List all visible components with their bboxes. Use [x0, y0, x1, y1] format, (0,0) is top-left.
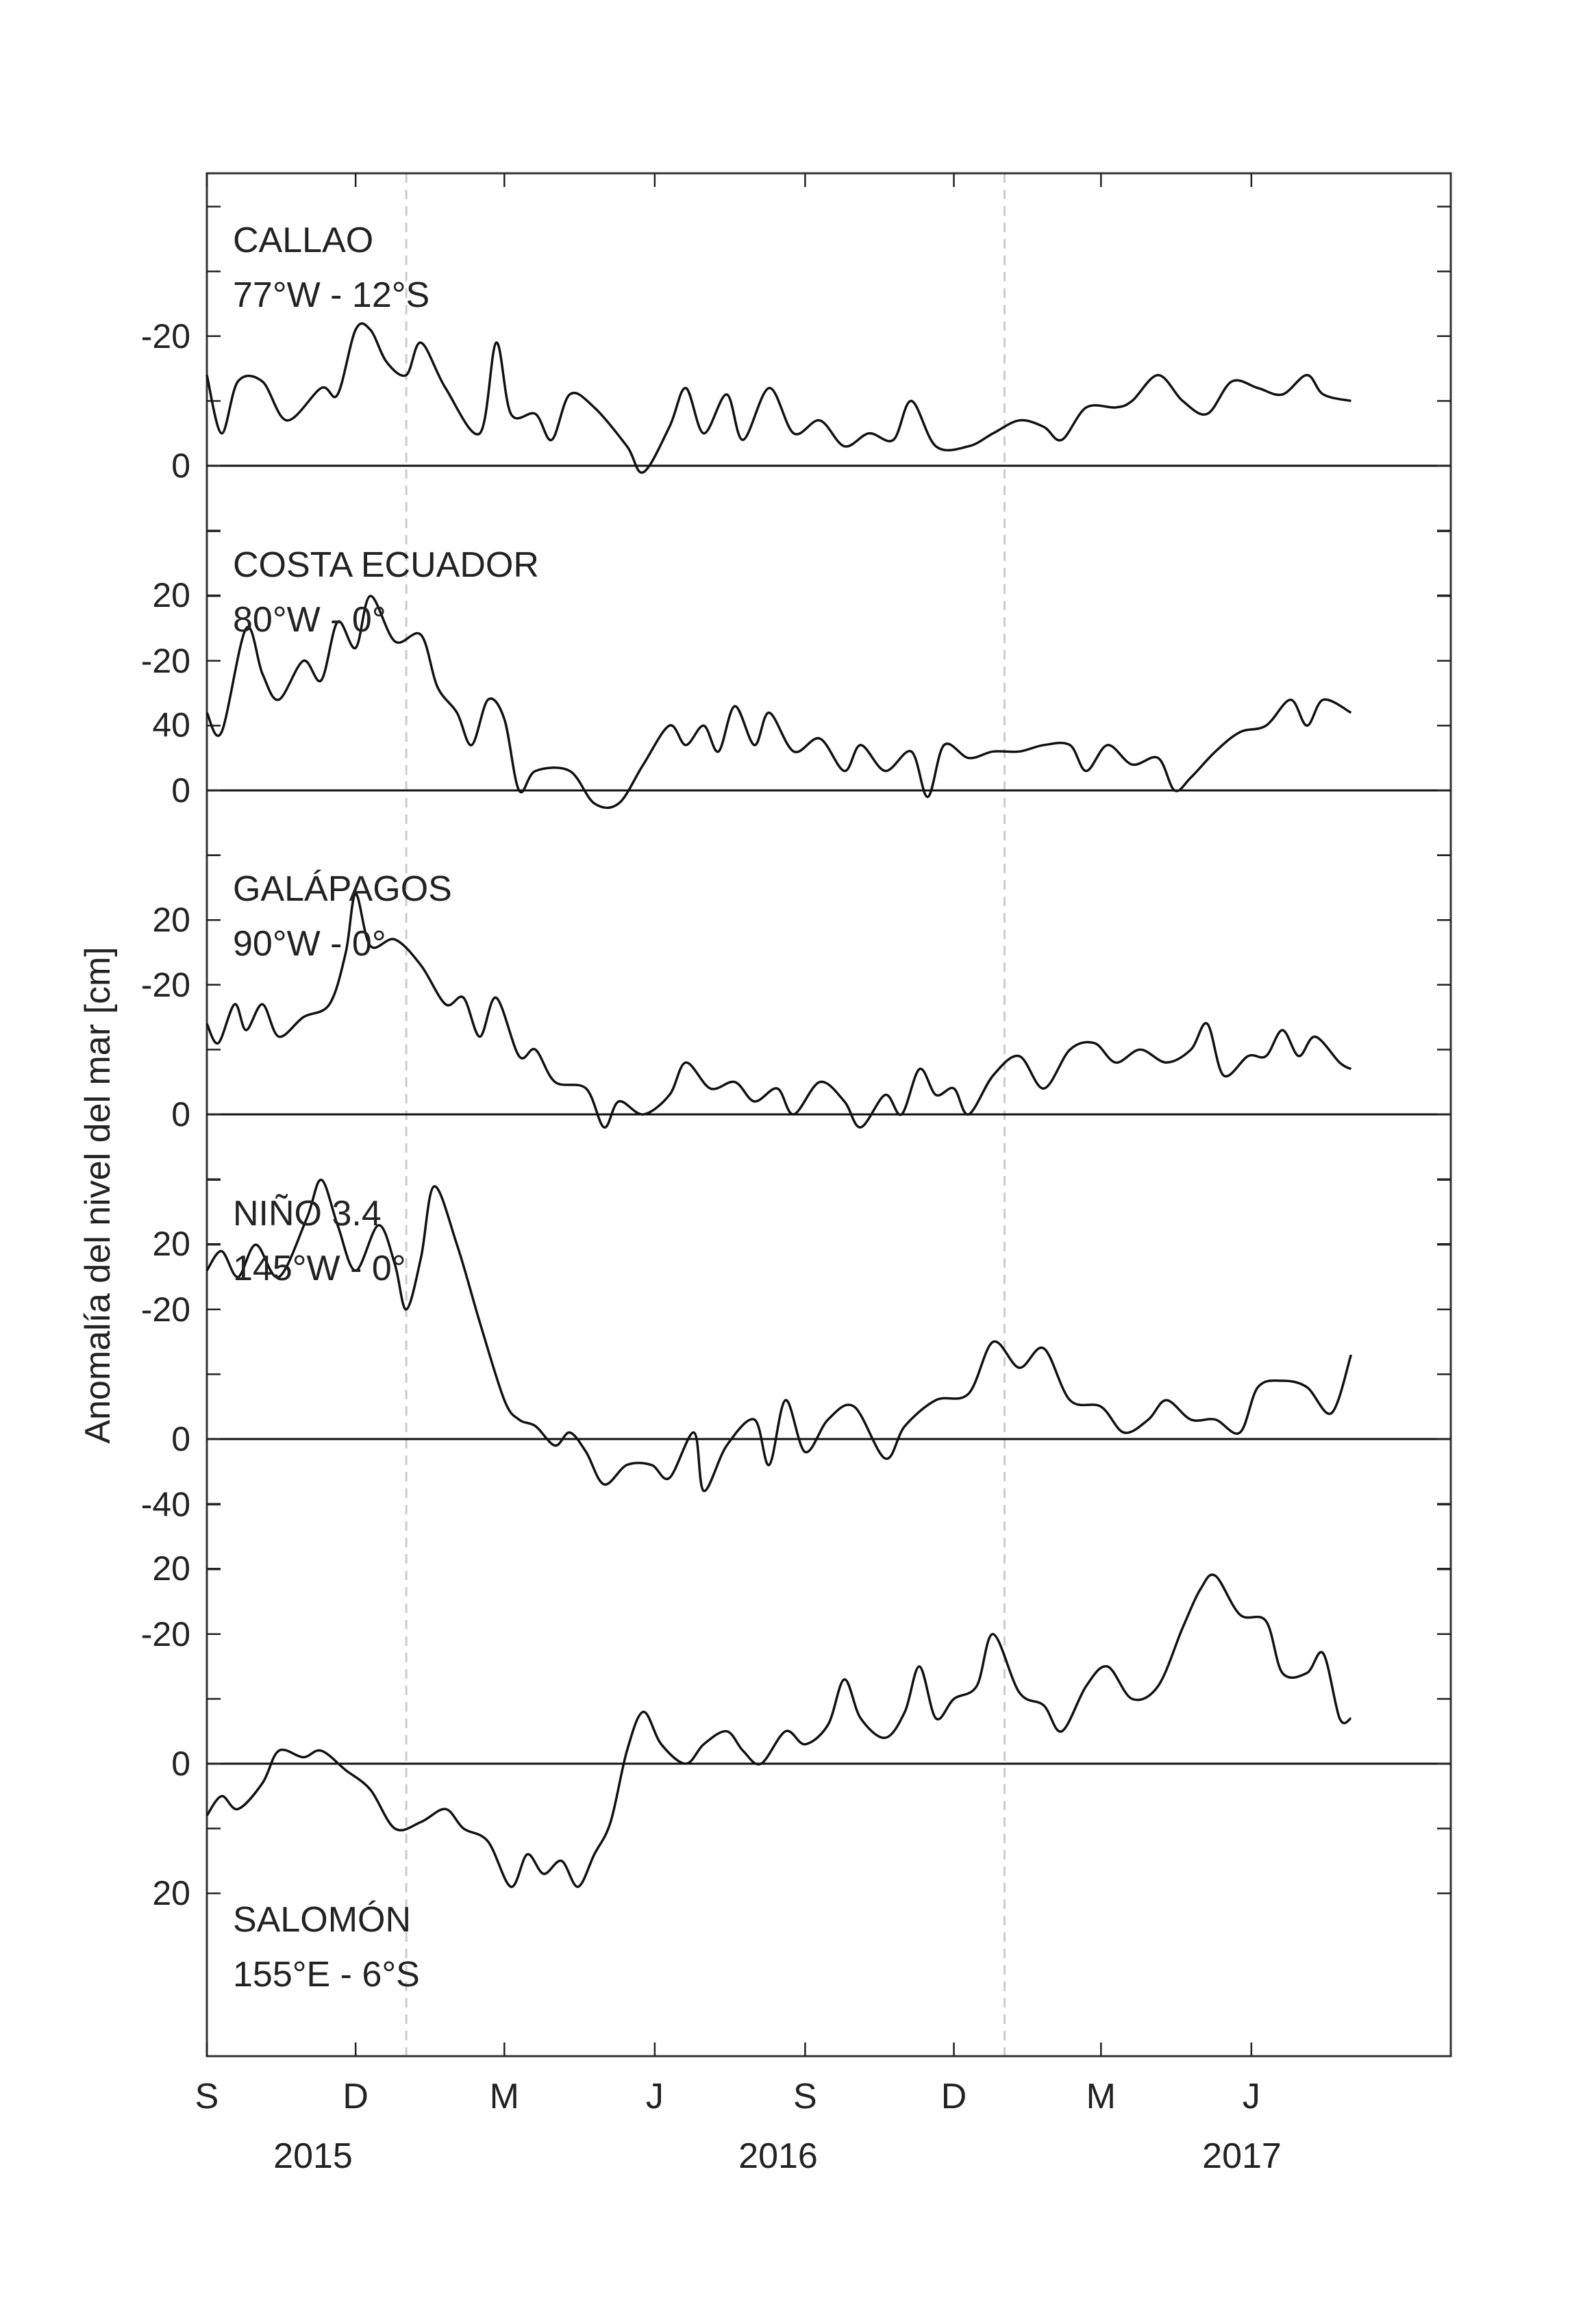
- station-location: 80°W - 0°: [233, 600, 386, 640]
- station-name: SALOMÓN: [233, 1900, 411, 1940]
- y-tick-label: 20: [152, 1874, 190, 1912]
- x-year-label: 2017: [1202, 2136, 1282, 2176]
- x-year-label: 2016: [738, 2136, 818, 2176]
- x-month-label: D: [342, 2077, 369, 2116]
- station-location: 90°W - 0°: [233, 924, 386, 964]
- station-name: NIÑO 3.4: [233, 1194, 382, 1234]
- station-location: 145°W - 0°: [233, 1249, 406, 1288]
- y-tick-label: 0: [171, 1095, 190, 1134]
- x-month-label: M: [490, 2077, 519, 2116]
- y-tick-label: -20: [141, 317, 190, 355]
- station-location: 155°E - 6°S: [233, 1955, 420, 1995]
- y-tick-label: 0: [171, 771, 190, 810]
- x-month-label: S: [195, 2077, 219, 2116]
- x-axis: S D M J S D M J 2015 2016 2017: [195, 173, 1282, 2176]
- series-line-2: [205, 595, 1352, 810]
- panel-2: 20 0 -20 COSTA ECUADOR 80°W - 0°: [141, 530, 1451, 939]
- station-name: COSTA ECUADOR: [233, 545, 539, 585]
- series-line-4: [205, 1178, 1353, 1492]
- station-location: 77°W - 12°S: [233, 275, 429, 315]
- series-line-3: [205, 892, 1352, 1129]
- station-name: CALLAO: [233, 221, 373, 260]
- y-tick-label: -20: [141, 1615, 190, 1653]
- y-tick-label: -20: [141, 642, 190, 680]
- x-year-label: 2015: [273, 2136, 353, 2176]
- panels: 40 20 0 -20 CALLAO 77°W - 12°S 20 0 -20 COSTA ECU…: [141, 205, 1451, 1995]
- x-month-label: J: [1243, 2077, 1260, 2116]
- y-tick-label: 20: [152, 901, 190, 939]
- y-tick-label: -20: [141, 1290, 190, 1329]
- panel-5: 20 0 -20 -40 SALOMÓN 155°E - 6°S: [141, 1486, 1451, 1995]
- x-month-label: S: [793, 2077, 817, 2116]
- station-name: GALÁPAGOS: [233, 869, 452, 909]
- panel-4: 20 0 -20 NIÑO 3.4 145°W - 0°: [141, 1178, 1451, 1588]
- y-tick-label: 0: [171, 1420, 190, 1458]
- y-tick-label: 20: [152, 1549, 190, 1588]
- panel-3: 20 0 -20 GALÁPAGOS 90°W - 0°: [141, 854, 1451, 1263]
- series-line-1: [205, 322, 1351, 474]
- y-tick-label: 20: [152, 576, 190, 614]
- y-tick-label: 0: [171, 447, 190, 485]
- x-month-label: J: [646, 2077, 664, 2116]
- y-tick-label: 20: [152, 1225, 190, 1263]
- y-axis-label: Anomalía del nivel del mar [cm]: [78, 947, 118, 1443]
- y-tick-label: -20: [141, 966, 190, 1004]
- y-tick-label: 40: [152, 705, 190, 744]
- y-tick-label: -40: [141, 1486, 190, 1524]
- y-tick-label: 0: [171, 1745, 190, 1783]
- x-month-label: D: [941, 2077, 967, 2116]
- x-month-label: M: [1086, 2077, 1116, 2116]
- series-line-5: [205, 1573, 1352, 1888]
